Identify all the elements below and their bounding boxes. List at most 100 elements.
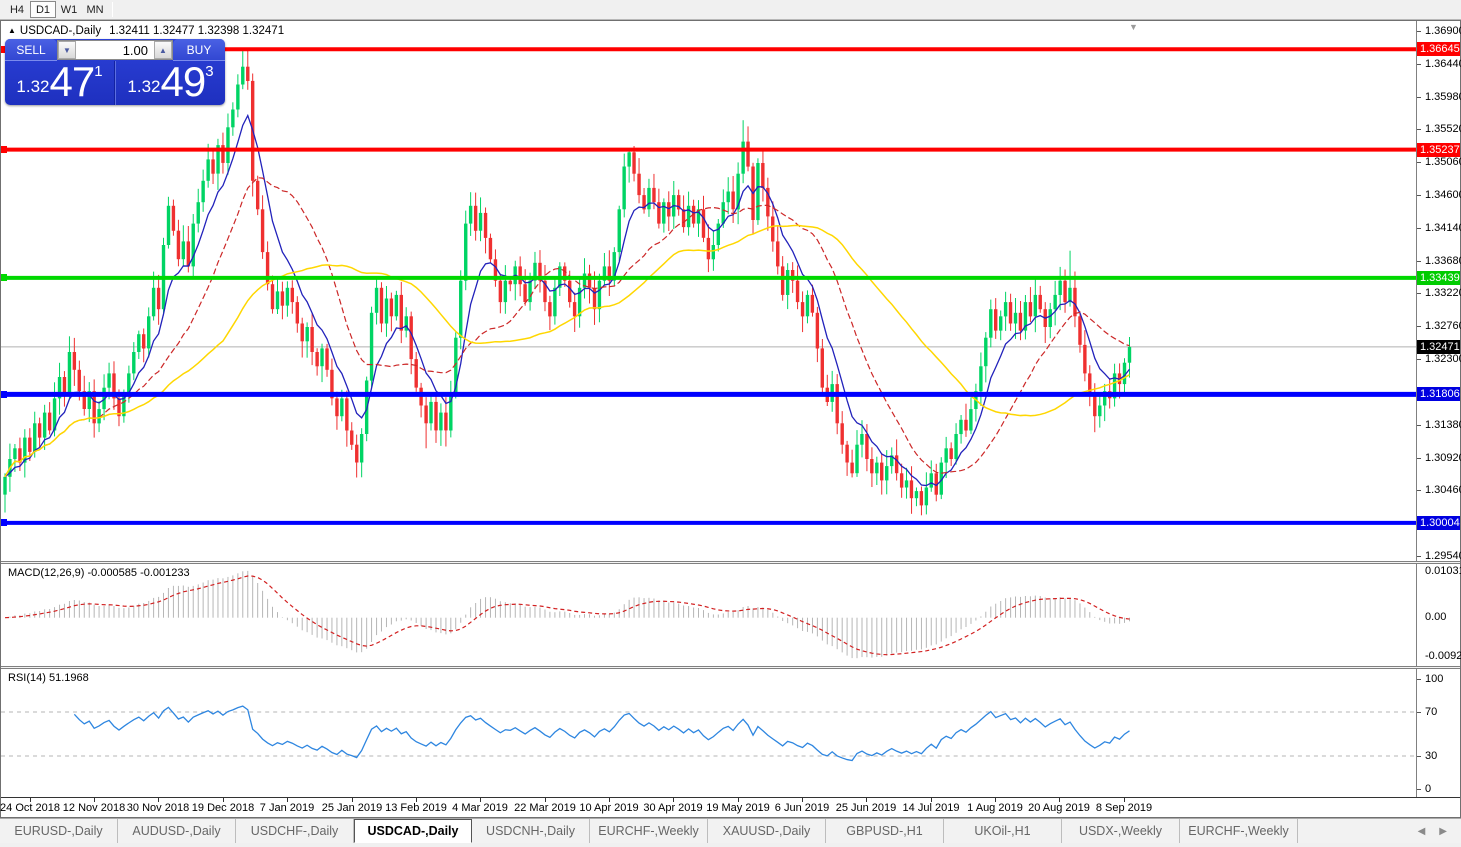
tab-scroll-left-icon[interactable]: ◀ xyxy=(1417,825,1426,837)
collapse-triangle-icon[interactable]: ▲ xyxy=(8,26,16,35)
time-tick xyxy=(416,798,417,802)
sell-price[interactable]: 1.32 47 1 xyxy=(5,61,115,105)
rsi-axis-label: 70 xyxy=(1425,706,1438,718)
timeframe-toolbar: H4 D1 W1 MN xyxy=(0,0,1461,20)
chart-tab-ukoil-h1[interactable]: UKOil-,H1 xyxy=(944,819,1062,843)
time-tick-label: 12 Nov 2018 xyxy=(62,802,126,814)
tab-scroll-right-icon[interactable]: ▶ xyxy=(1439,825,1447,837)
macd-canvas[interactable]: MACD(12,26,9) -0.000585 -0.001233 xyxy=(1,564,1416,666)
pane-divider[interactable] xyxy=(1,666,1460,669)
macd-axis[interactable]: 0.010311 0.00 -0.009203 xyxy=(1416,564,1461,666)
price-tick-label: 1.35520 xyxy=(1425,123,1461,135)
time-tick-label: 30 Nov 2018 xyxy=(126,802,190,814)
timeframe-button-h4[interactable]: H4 xyxy=(9,3,25,16)
price-tick xyxy=(1417,162,1421,163)
hline-drag-handle[interactable] xyxy=(1,519,7,527)
time-tick-label: 14 Jul 2019 xyxy=(902,802,960,814)
time-tick xyxy=(352,798,353,802)
time-tick-label: 13 Feb 2019 xyxy=(385,802,447,814)
chart-tab-usdx-weekly[interactable]: USDX-,Weekly xyxy=(1062,819,1180,843)
chart-tab-usdchf-daily[interactable]: USDCHF-,Daily xyxy=(236,819,354,843)
time-tick-label: 25 Jan 2019 xyxy=(321,802,383,814)
time-tick-label: 19 May 2019 xyxy=(706,802,770,814)
price-tick-label: 1.35060 xyxy=(1425,156,1461,168)
time-tick xyxy=(480,798,481,802)
timeframe-button-w1[interactable]: W1 xyxy=(60,3,78,16)
price-tick xyxy=(1417,326,1421,327)
price-tick-label: 1.32300 xyxy=(1425,353,1461,365)
time-tick xyxy=(287,798,288,802)
chart-symbol-label: USDCAD-,Daily xyxy=(19,25,102,37)
hline-drag-handle[interactable] xyxy=(1,45,7,53)
volume-decrease-button[interactable]: ▼ xyxy=(58,41,76,59)
time-tick-label: 8 Sep 2019 xyxy=(1095,802,1153,814)
rsi-axis-label: 0 xyxy=(1425,783,1432,795)
sell-button[interactable]: SELL xyxy=(5,39,57,61)
volume-input[interactable]: 1.00 xyxy=(122,43,148,58)
time-tick xyxy=(223,798,224,802)
rsi-canvas[interactable]: RSI(14) 51.1968 xyxy=(1,669,1416,797)
time-tick xyxy=(738,798,739,802)
price-level-chip: 1.32471 xyxy=(1417,340,1460,354)
time-tick-label: 22 Mar 2019 xyxy=(514,802,576,814)
price-tick xyxy=(1417,556,1421,557)
time-tick-label: 7 Jan 2019 xyxy=(259,802,315,814)
time-tick-label: 1 Aug 2019 xyxy=(967,802,1023,814)
chart-tab-gbpusd-h1[interactable]: GBPUSD-,H1 xyxy=(826,819,944,843)
time-tick xyxy=(609,798,610,802)
price-tick xyxy=(1417,458,1421,459)
chart-ohlc-values: 1.32411 1.32477 1.32398 1.32471 xyxy=(109,25,285,37)
rsi-tick xyxy=(1417,756,1421,757)
buy-button[interactable]: BUY xyxy=(173,39,225,61)
tab-scroll-arrows: ◀ ▶ xyxy=(1404,819,1461,843)
chart-tab-usdcad-daily[interactable]: USDCAD-,Daily xyxy=(354,819,472,843)
chart-shift-marker-icon[interactable]: ▼ xyxy=(1129,22,1138,32)
price-tick xyxy=(1417,129,1421,130)
hline-drag-handle[interactable] xyxy=(1,274,7,282)
macd-signal-value: -0.001233 xyxy=(140,567,190,579)
time-tick xyxy=(866,798,867,802)
timeframe-button-mn[interactable]: MN xyxy=(86,3,104,16)
time-tick-label: 6 Jun 2019 xyxy=(774,802,830,814)
price-tick-label: 1.35980 xyxy=(1425,91,1461,103)
chart-title: ▲ USDCAD-,Daily 1.32411 1.32477 1.32398 1.… xyxy=(8,25,284,37)
main-chart-canvas[interactable]: ▲ USDCAD-,Daily 1.32411 1.32477 1.32398 1.… xyxy=(1,21,1416,561)
price-level-chip: 1.36645 xyxy=(1417,42,1460,56)
rsi-tick xyxy=(1417,679,1421,680)
chart-tab-usdcnh-daily[interactable]: USDCNH-,Daily xyxy=(472,819,590,843)
rsi-axis[interactable]: 100 70 30 0 xyxy=(1416,669,1460,797)
toolbar-separator xyxy=(112,2,113,17)
price-tick xyxy=(1417,228,1421,229)
rsi-axis-label: 30 xyxy=(1425,750,1438,762)
chart-tab-eurusd-daily[interactable]: EURUSD-,Daily xyxy=(0,819,118,843)
macd-axis-label: 0.010311 xyxy=(1425,565,1461,577)
price-level-chip: 1.30004 xyxy=(1417,516,1460,530)
chart-tab-audusd-daily[interactable]: AUDUSD-,Daily xyxy=(118,819,236,843)
chart-tab-eurchf-weekly[interactable]: EURCHF-,Weekly xyxy=(1180,819,1298,843)
price-tick-label: 1.34140 xyxy=(1425,222,1461,234)
chart-tab-eurchf-weekly[interactable]: EURCHF-,Weekly xyxy=(590,819,708,843)
rsi-pane: RSI(14) 51.1968 100 70 30 0 xyxy=(1,669,1460,797)
price-level-chip: 1.33439 xyxy=(1417,271,1460,285)
sell-price-big: 47 xyxy=(49,58,96,105)
time-axis[interactable]: 24 Oct 2018 12 Nov 2018 30 Nov 2018 19 Dec … xyxy=(0,797,1460,817)
rsi-value: 51.1968 xyxy=(48,672,89,684)
price-tick xyxy=(1417,359,1421,360)
rsi-tick xyxy=(1417,712,1421,713)
chart-window: ▲ USDCAD-,Daily 1.32411 1.32477 1.32398 1.… xyxy=(0,20,1461,818)
price-axis[interactable]: 1.36900 1.36440 1.35980 1.35520 1.35060 1.346… xyxy=(1416,21,1461,562)
volume-increase-button[interactable]: ▲ xyxy=(154,41,172,59)
hline-drag-handle[interactable] xyxy=(1,390,7,398)
chart-tab-xauusd-daily[interactable]: XAUUSD-,Daily xyxy=(708,819,826,843)
price-tick-label: 1.33680 xyxy=(1425,255,1461,267)
hline-drag-handle[interactable] xyxy=(1,146,7,154)
time-tick xyxy=(1124,798,1125,802)
time-tick-label: 20 Aug 2019 xyxy=(1028,802,1090,814)
time-tick-label: 4 Mar 2019 xyxy=(452,802,508,814)
buy-price-sup: 3 xyxy=(205,63,214,80)
time-tick xyxy=(158,798,159,802)
timeframe-button-d1[interactable]: D1 xyxy=(30,1,56,18)
price-level-chip: 1.31806 xyxy=(1417,387,1460,401)
buy-price[interactable]: 1.32 49 3 xyxy=(115,61,225,105)
pane-divider[interactable] xyxy=(1,561,1460,564)
